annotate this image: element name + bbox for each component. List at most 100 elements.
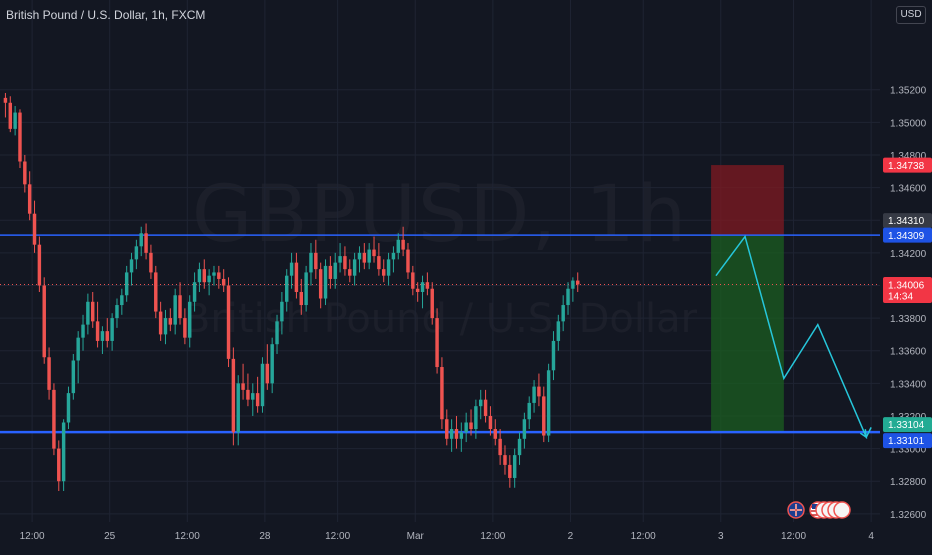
resistance-top-bg xyxy=(883,213,932,229)
candle-body xyxy=(551,340,556,371)
symbol-watermark: GBPUSD, 1h xyxy=(191,170,689,260)
candle-body xyxy=(357,252,362,260)
event-flags[interactable] xyxy=(786,500,856,520)
candle-body xyxy=(508,464,512,478)
candle-body xyxy=(134,246,139,260)
countdown-label: 14:34 xyxy=(888,291,913,302)
time-tick-label: 12:00 xyxy=(480,531,505,542)
candle-body xyxy=(18,112,22,162)
price-chart[interactable] xyxy=(0,0,880,522)
candle-body xyxy=(236,383,240,433)
projection-path xyxy=(715,234,872,439)
candle-body xyxy=(37,244,42,286)
candle-body xyxy=(338,256,342,263)
candle-body xyxy=(260,363,265,407)
candle-body xyxy=(188,301,192,338)
name-watermark: British Pound / U.S. Dollar xyxy=(182,296,698,342)
candle-body xyxy=(309,252,313,273)
candle-body xyxy=(71,360,76,394)
candle-body xyxy=(57,448,61,482)
candle-body xyxy=(129,259,134,273)
candle-body xyxy=(314,252,318,270)
resistance-price-label: 1.34309 xyxy=(888,231,925,242)
candle-body xyxy=(231,358,236,433)
candle-body xyxy=(154,272,158,312)
price-axis[interactable]: 1.352001.350001.348001.346001.344001.342… xyxy=(880,0,932,522)
candle-body xyxy=(86,301,90,325)
candle-body xyxy=(42,285,46,358)
candle-body xyxy=(81,324,85,338)
chart-pane[interactable]: GBPUSD, 1h British Pound / U.S. Dollar B… xyxy=(0,0,880,522)
time-tick-label: 28 xyxy=(259,531,271,542)
candle-body xyxy=(367,249,371,263)
candle-body xyxy=(333,262,337,279)
candle-body xyxy=(280,301,284,322)
candle-body xyxy=(76,337,80,361)
candle-body xyxy=(289,262,294,276)
candle-body xyxy=(527,402,531,420)
target-bg xyxy=(883,417,932,433)
time-tick-label: 12:00 xyxy=(781,531,806,542)
time-tick-label: 3 xyxy=(718,531,724,542)
candle-body xyxy=(343,256,347,270)
candle-body xyxy=(546,370,551,436)
price-tick-label: 1.34800 xyxy=(890,151,927,162)
time-tick-label: 12:00 xyxy=(325,531,350,542)
candle-body xyxy=(406,249,410,273)
price-tick-label: 1.33000 xyxy=(890,445,927,456)
candle-body xyxy=(415,288,420,292)
candle-body xyxy=(251,393,255,400)
currency-selector[interactable]: USD xyxy=(896,6,926,24)
candle-body xyxy=(459,432,464,439)
candle-body xyxy=(61,422,66,482)
candle-body xyxy=(192,282,197,302)
candle-body xyxy=(294,262,299,292)
candle-body xyxy=(8,102,12,129)
time-axis-svg: 12:00 25 12:00 28 12:00 Mar 12:00 2 12:00 3 12:00 4 xyxy=(20,531,875,542)
candle-body xyxy=(435,318,439,368)
time-axis[interactable]: 12:00 25 12:00 28 12:00 Mar 12:00 2 12:00 3 12:00 4 xyxy=(0,522,880,550)
candle-body xyxy=(265,363,270,384)
candle-body xyxy=(512,455,517,478)
stop-price-label: 1.34738 xyxy=(888,161,925,172)
candle-body xyxy=(517,438,522,456)
candle-body xyxy=(168,318,173,325)
candle-body xyxy=(420,282,425,292)
candle-body xyxy=(493,429,497,439)
candle-body xyxy=(173,295,177,325)
price-tick-label: 1.34200 xyxy=(890,249,927,260)
candle-body xyxy=(32,213,37,245)
time-tick-label: 12:00 xyxy=(175,531,200,542)
chart-title: British Pound / U.S. Dollar, 1h, FXCM xyxy=(6,8,206,22)
candle-body xyxy=(202,269,206,283)
flag-icons xyxy=(787,501,851,519)
candle-body xyxy=(362,252,367,263)
candle-body xyxy=(391,252,396,260)
candle-body xyxy=(91,301,95,322)
candle-body xyxy=(318,269,323,299)
candle-body xyxy=(217,272,221,279)
price-tick-label: 1.35200 xyxy=(890,86,927,97)
current-price-label: 1.34006 xyxy=(888,280,925,291)
candle-body xyxy=(382,269,386,276)
resistance-top-label: 1.34310 xyxy=(888,216,925,227)
candle-body xyxy=(556,321,561,341)
candle-body xyxy=(197,269,202,283)
candle-body xyxy=(270,344,274,384)
candle-body xyxy=(445,419,449,439)
candle-body xyxy=(207,275,211,283)
candle-body xyxy=(23,161,27,185)
candle-body xyxy=(178,295,182,319)
candle-body xyxy=(275,321,279,345)
candle-body xyxy=(328,265,333,279)
candle-body xyxy=(212,272,216,276)
candle-body xyxy=(401,239,405,250)
candle-body xyxy=(566,288,570,306)
candle-body xyxy=(47,357,51,390)
candle-body xyxy=(537,386,541,397)
candle-body xyxy=(352,259,357,276)
current-price-label-bg xyxy=(883,276,932,303)
candle-body xyxy=(158,311,163,335)
candle-body xyxy=(27,184,32,214)
candle-body xyxy=(95,321,100,341)
